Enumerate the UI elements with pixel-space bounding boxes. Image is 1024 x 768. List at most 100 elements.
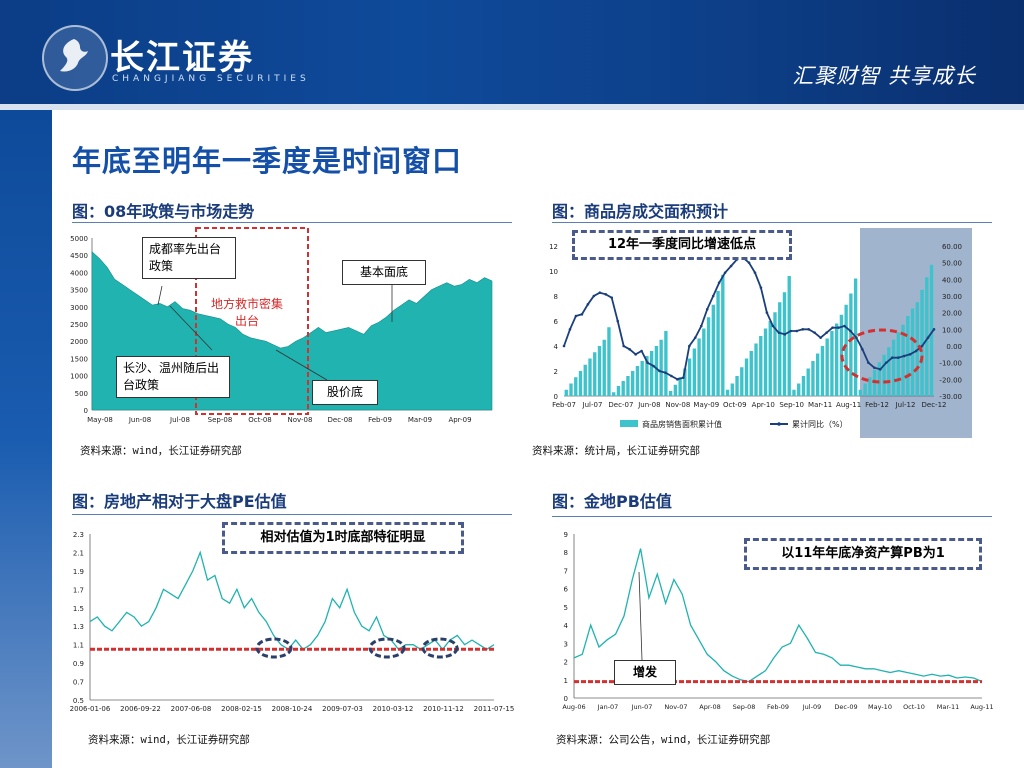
x-tick-label: 2007-06-08: [171, 705, 212, 713]
sales-bar: [578, 371, 583, 396]
legend-label-bars: 商品房销售面积累计值: [642, 419, 722, 429]
brand-name-en: CHANGJIANG SECURITIES: [112, 74, 310, 84]
y-tick-label: 1: [564, 677, 568, 685]
sales-bar: [763, 328, 768, 396]
sales-bar: [816, 353, 820, 396]
x-tick-label: Mar-11: [937, 703, 959, 711]
sales-bar: [868, 377, 872, 396]
y-right-tick-label: 20.00: [942, 310, 962, 318]
y-tick-label: 2.1: [73, 549, 84, 557]
y-tick-label: 5: [564, 604, 568, 612]
x-tick-label: Nov-08: [665, 401, 690, 409]
sales-bar: [882, 354, 886, 396]
sales-bar: [635, 366, 640, 396]
y-left-tick-label: 0: [554, 393, 558, 401]
callout-pb-one: 以11年年底净资产算PB为1: [744, 538, 982, 570]
sales-bar: [806, 368, 810, 396]
page-title: 年底至明年一季度是时间窗口: [72, 144, 463, 178]
header-banner: [0, 0, 1024, 110]
x-tick-label: Nov-08: [288, 416, 313, 424]
x-tick-label: Jul-09: [802, 703, 821, 711]
x-tick-label: Oct-10: [903, 703, 925, 711]
y-tick-label: 2000: [70, 338, 88, 346]
sales-bar: [744, 358, 749, 396]
callout-q1-low: 12年一季度同比增速低点: [572, 230, 792, 260]
y-right-tick-label: -20.00: [939, 376, 962, 384]
x-tick-label: Aug-06: [562, 703, 585, 711]
policy-window-box: [195, 227, 309, 415]
chart-policy-market: 0 500 1000 1500 2000 2500 3000 3500 4000 4500 5000…: [70, 227, 493, 424]
callout-issuance: 增发: [614, 660, 676, 685]
sales-bar: [740, 367, 744, 396]
callout-relative-one: 相对估值为1时底部特征明显: [222, 522, 464, 554]
x-tick-label: Apr-08: [699, 703, 720, 711]
sales-bar: [702, 328, 706, 396]
caption-policy-market: 图：08年政策与市场走势: [72, 202, 255, 221]
y-tick-label: 0.9: [73, 660, 84, 668]
sales-bar: [754, 343, 758, 396]
sales-bar: [844, 304, 848, 396]
y-tick-label: 0: [84, 407, 88, 415]
x-tick-label: May-08: [87, 416, 113, 424]
x-tick-label: 2006-01-06: [70, 705, 111, 713]
sales-bar: [683, 368, 687, 396]
y-tick-label: 1.3: [73, 623, 84, 631]
sales-bar: [564, 389, 568, 396]
sales-bar: [825, 338, 829, 396]
sales-bar: [659, 339, 663, 396]
caption-rule: [72, 514, 512, 515]
y-left-tick-label: 2: [554, 368, 558, 376]
y-right-tick-label: 50.00: [942, 260, 962, 268]
sales-bar: [654, 346, 659, 396]
sales-bar: [621, 381, 625, 396]
sales-bar: [687, 358, 692, 396]
chart-gemdale-pb: 0 1 2 3 4 5 6 7 8 9 Aug-06 Jan-07 Jun-07 Nov-07 Apr-08…: [562, 531, 993, 711]
yoy-line: [563, 256, 935, 381]
source-note: 资料来源：wind，长江证券研究部: [80, 445, 242, 457]
x-tick-label: 2008-02-15: [221, 705, 262, 713]
y-tick-label: 1000: [70, 373, 88, 381]
sales-bar: [896, 332, 900, 396]
sales-bar: [730, 383, 734, 396]
sales-bar: [706, 317, 711, 396]
y-left-tick-label: 12: [549, 243, 558, 251]
y-tick-label: 4000: [70, 269, 88, 277]
y-tick-label: 0.7: [73, 679, 84, 687]
sales-bar: [858, 389, 863, 396]
y-right-tick-label: -10.00: [939, 360, 962, 368]
x-tick-label: May-10: [868, 703, 892, 711]
y-tick-label: 1.1: [73, 642, 84, 650]
y-left-tick-label: 4: [554, 343, 559, 351]
sales-bar: [792, 389, 796, 396]
sales-bar: [901, 324, 905, 396]
sales-bar: [597, 346, 602, 396]
callout-pointer: [169, 305, 213, 351]
sales-bar: [863, 383, 867, 396]
x-tick-label: Jan-07: [597, 703, 619, 711]
y-tick-label: 8: [564, 549, 568, 557]
sales-bar: [920, 289, 924, 396]
sales-bar: [612, 392, 616, 396]
sales-bar: [692, 348, 697, 396]
y-tick-label: 5000: [70, 235, 88, 243]
annotation-local-rescue: 地方救市密集出台: [210, 297, 283, 328]
bottom-marker-circle: [368, 637, 406, 659]
y-right-tick-label: 0.00: [946, 343, 962, 351]
caption-relative-pe: 图：房地产相对于大盘PE估值: [72, 492, 287, 511]
x-tick-label: Jun-08: [128, 416, 151, 424]
y-tick-label: 2.3: [73, 531, 84, 539]
y-tick-label: 4500: [70, 252, 88, 260]
legend-label-line: 累计同比（%）: [792, 419, 848, 429]
y-tick-label: 4: [564, 622, 569, 630]
sales-bar: [797, 383, 801, 396]
x-tick-label: Jun-08: [637, 401, 660, 409]
x-tick-label: Apr-09: [448, 416, 471, 424]
y-tick-label: 500: [75, 390, 88, 398]
x-tick-label: Aug-11: [836, 401, 861, 409]
y-right-tick-label: 60.00: [942, 243, 962, 251]
x-tick-label: Jun-07: [631, 703, 653, 711]
low-point-circle: [840, 328, 924, 384]
valuation-line: [573, 548, 983, 683]
sales-bar: [574, 377, 578, 396]
callout-pointer: [275, 349, 328, 381]
